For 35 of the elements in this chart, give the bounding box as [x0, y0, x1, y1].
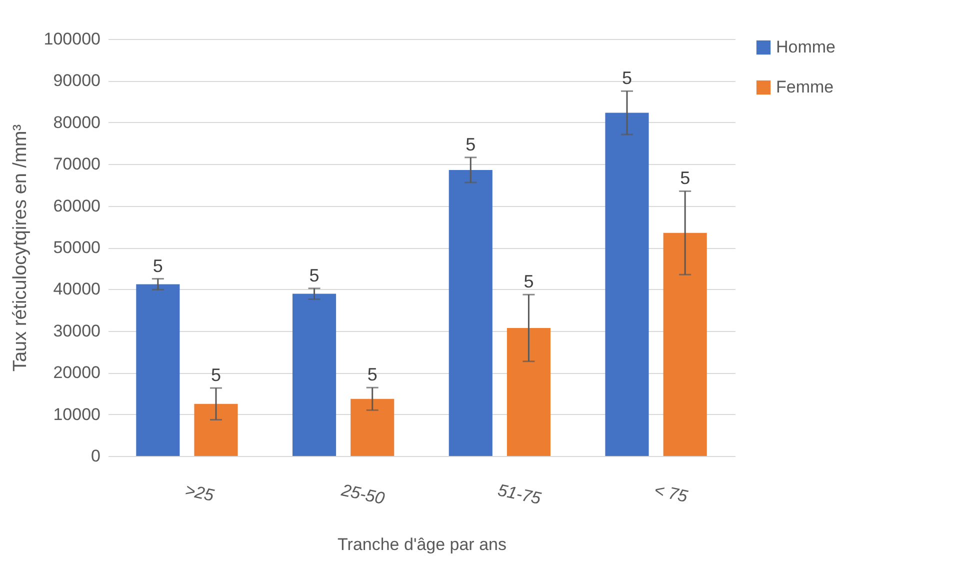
bar [350, 398, 394, 456]
y-tick-label: 90000 [53, 71, 100, 90]
y-tick-label: 20000 [53, 363, 100, 382]
y-tick-label: 40000 [53, 280, 100, 299]
y-tick-label: 70000 [53, 154, 100, 174]
y-tick-label: 30000 [53, 321, 100, 340]
x-axis-title: Tranche d'âge par ans [338, 535, 506, 554]
annotation: 5 [210, 365, 222, 386]
x-tick-label: 51-75 [496, 480, 544, 508]
bar [136, 284, 180, 456]
bar [448, 170, 492, 456]
bar [605, 112, 649, 456]
y-tick-label: 10000 [53, 404, 100, 424]
bar [663, 232, 707, 456]
annotation: 5 [466, 134, 476, 154]
y-tick-label: 100000 [44, 30, 100, 48]
legend-label: Femme [776, 78, 834, 96]
bar [292, 294, 336, 456]
y-tick-label: 60000 [53, 196, 100, 216]
y-axis-title: Taux réticulocytqires en /mm³ [10, 124, 31, 372]
y-tick-label: 50000 [53, 238, 100, 257]
annotation: 5 [152, 256, 163, 276]
bar [506, 328, 550, 456]
legend-label: Homme [776, 38, 836, 56]
annotation: 5 [622, 68, 632, 88]
x-tick-label: 25-50 [338, 480, 387, 508]
annotation: 5 [524, 272, 534, 292]
x-tick-label: >25 [183, 480, 216, 506]
bar [194, 404, 238, 456]
y-tick-label: 80000 [53, 112, 100, 132]
y-tick-label: 0 [91, 446, 100, 466]
annotation: 5 [680, 168, 690, 188]
annotation: 5 [309, 265, 320, 286]
x-tick-label: < 75 [652, 480, 690, 506]
annotation: 5 [367, 364, 378, 385]
